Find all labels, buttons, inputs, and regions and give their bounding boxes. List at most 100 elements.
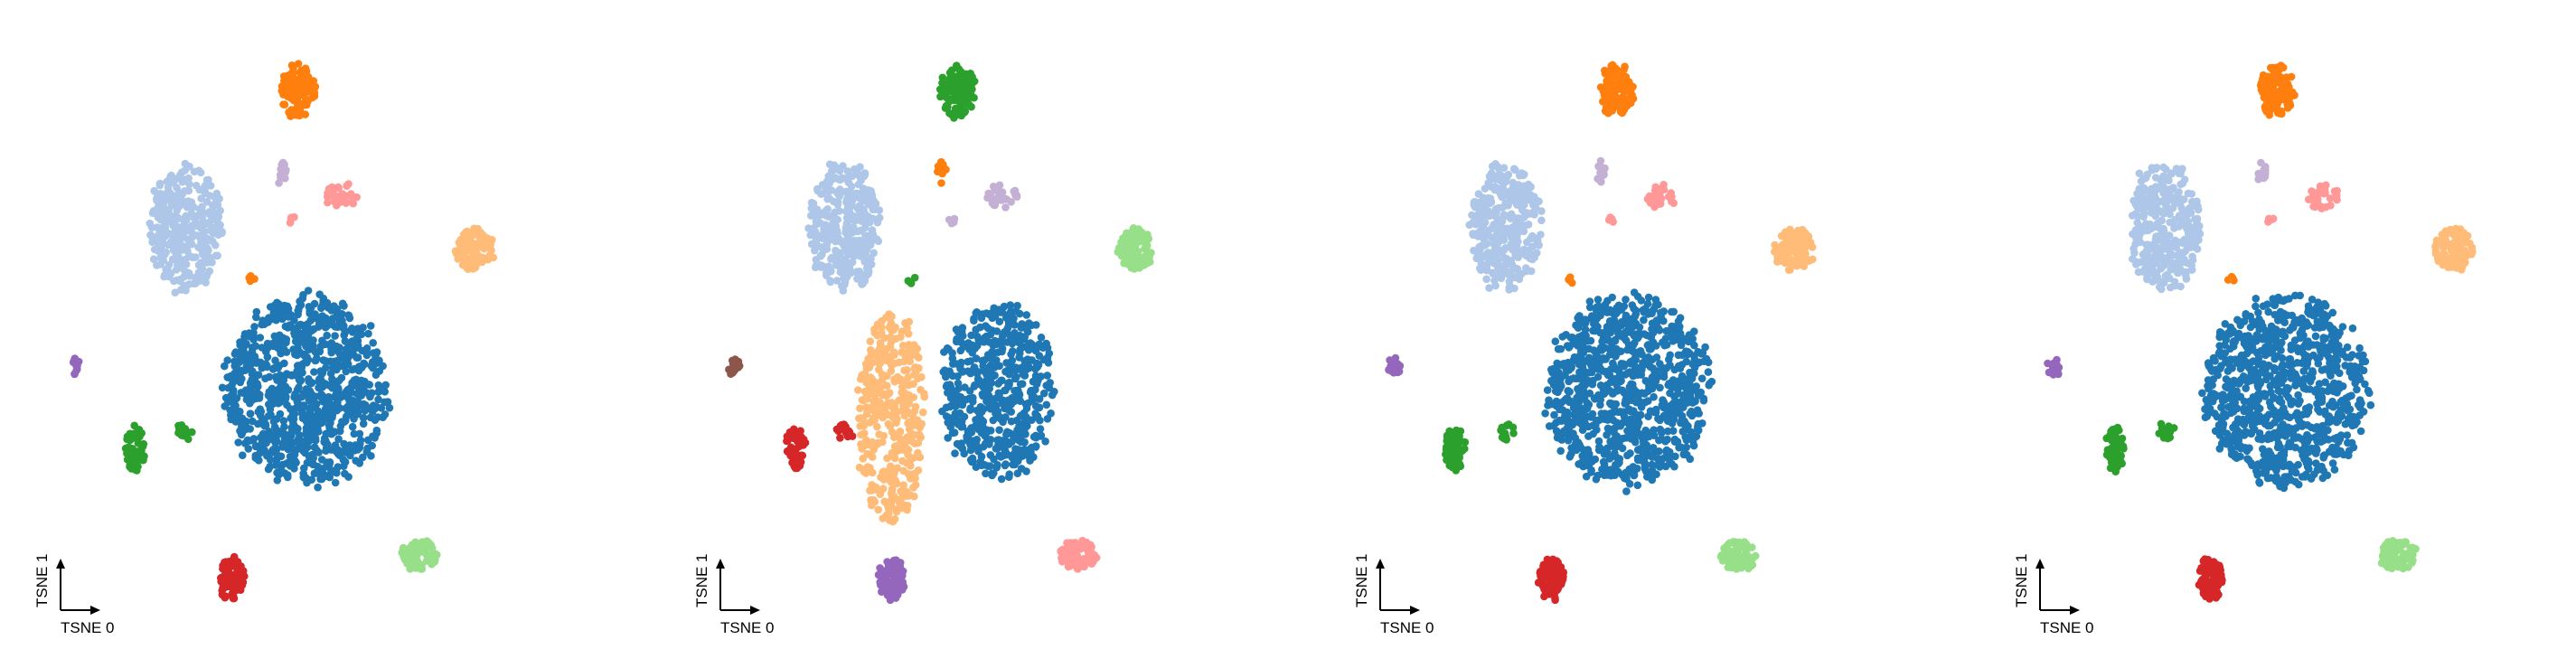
data-point-cluster-2 <box>878 376 887 384</box>
data-point-cluster-1 <box>337 373 346 382</box>
data-point-cluster-4 <box>463 259 471 267</box>
data-point-cluster-1 <box>221 393 230 402</box>
data-point-cluster-1 <box>1664 427 1672 436</box>
data-point-cluster-4 <box>967 80 976 88</box>
data-point-cluster-1 <box>1565 388 1574 396</box>
data-point-cluster-2 <box>914 448 922 457</box>
data-point-cluster-1 <box>1700 357 1708 366</box>
data-point-cluster-2 <box>883 410 892 419</box>
data-point-cluster-2 <box>1537 231 1545 239</box>
data-point-cluster-4 <box>966 90 975 99</box>
data-point-cluster-4 <box>1803 241 1812 249</box>
data-point-cluster-1 <box>280 429 288 438</box>
data-point-cluster-2 <box>874 505 882 514</box>
data-point-cluster-3 <box>1625 94 1633 102</box>
data-point-cluster-2 <box>886 333 895 342</box>
data-point-cluster-1 <box>1674 390 1682 398</box>
data-point-cluster-2 <box>203 259 212 267</box>
data-point-cluster-2 <box>180 175 188 183</box>
data-point-cluster-6 <box>232 560 241 569</box>
data-point-cluster-1 <box>230 357 239 366</box>
data-point-cluster-1 <box>945 345 953 353</box>
data-point-cluster-3 <box>824 262 832 271</box>
data-point-cluster-1 <box>979 362 987 371</box>
data-point-cluster-1 <box>945 381 954 389</box>
x-axis-label: TSNE 0 <box>720 619 775 636</box>
data-point-cluster-1 <box>339 322 347 330</box>
data-point-cluster-7 <box>880 586 889 594</box>
data-point-cluster-3 <box>869 214 878 223</box>
data-point-cluster-1 <box>1615 455 1624 463</box>
data-point-cluster-1 <box>994 379 1003 387</box>
data-point-cluster-1 <box>1554 430 1562 438</box>
data-point-cluster-1 <box>960 449 968 458</box>
data-point-cluster-1 <box>1625 465 1634 474</box>
data-point-cluster-1 <box>334 398 342 407</box>
data-point-cluster-3 <box>839 287 848 295</box>
data-point-cluster-2 <box>901 492 909 500</box>
data-point-cluster-2 <box>870 388 879 397</box>
data-point-cluster-1 <box>1631 332 1639 341</box>
data-point-cluster-1 <box>375 387 383 396</box>
data-point-cluster-1 <box>325 429 334 437</box>
data-point-cluster-5 <box>1138 255 1146 264</box>
data-point-cluster-1 <box>1622 296 1630 304</box>
data-point-cluster-1 <box>1684 348 1692 356</box>
data-point-cluster-7 <box>134 427 143 436</box>
data-point-cluster-2 <box>172 193 181 202</box>
data-point-cluster-1 <box>338 418 346 426</box>
data-point-cluster-1 <box>239 451 247 460</box>
data-point-cluster-2 <box>884 509 893 518</box>
data-point-cluster-1 <box>315 290 324 299</box>
data-point-cluster-1 <box>1568 333 1576 342</box>
data-point-cluster-14 <box>910 273 919 282</box>
data-point-cluster-1 <box>1667 333 1676 341</box>
data-point-cluster-1 <box>282 392 290 401</box>
data-point-cluster-4 <box>945 85 953 94</box>
data-point-cluster-1 <box>243 436 252 445</box>
data-point-cluster-7 <box>126 436 135 445</box>
data-point-cluster-3 <box>812 242 821 251</box>
data-point-cluster-1 <box>1686 373 1694 382</box>
data-point-cluster-2 <box>879 485 888 493</box>
data-point-cluster-1 <box>1569 429 1577 437</box>
data-point-cluster-1 <box>988 354 997 362</box>
data-point-cluster-1 <box>1596 381 1605 390</box>
data-point-cluster-2 <box>185 180 193 188</box>
data-point-cluster-1 <box>309 394 318 403</box>
data-point-cluster-1 <box>1648 453 1656 461</box>
data-point-cluster-3 <box>859 239 868 247</box>
data-point-cluster-1 <box>348 325 356 333</box>
data-point-cluster-1 <box>1628 301 1637 309</box>
data-point-cluster-3 <box>1610 89 1619 98</box>
data-point-cluster-1 <box>986 451 995 459</box>
data-point-cluster-1 <box>982 428 991 437</box>
data-point-cluster-1 <box>288 438 297 447</box>
data-point-cluster-1 <box>309 423 317 431</box>
data-point-cluster-3 <box>862 212 871 221</box>
data-point-cluster-2 <box>872 397 881 406</box>
data-point-cluster-10 <box>324 198 332 207</box>
data-point-cluster-1 <box>1020 333 1029 341</box>
data-point-cluster-1 <box>970 363 978 372</box>
data-point-cluster-1 <box>1686 409 1695 418</box>
data-point-cluster-4 <box>483 243 492 252</box>
data-point-cluster-2 <box>893 415 901 423</box>
data-point-cluster-1 <box>343 360 353 369</box>
data-point-cluster-2 <box>147 223 156 231</box>
data-point-cluster-2 <box>877 473 885 482</box>
data-point-cluster-1 <box>258 343 267 352</box>
data-point-cluster-5 <box>398 549 407 557</box>
data-point-cluster-5 <box>401 556 409 564</box>
data-point-cluster-2 <box>888 503 896 511</box>
data-point-cluster-1 <box>983 324 992 333</box>
data-point-cluster-1 <box>221 362 229 371</box>
data-point-cluster-2 <box>886 474 895 483</box>
data-point-cluster-3 <box>868 192 877 201</box>
data-point-cluster-2 <box>1482 263 1491 272</box>
data-point-cluster-2 <box>911 418 919 427</box>
data-point-cluster-2 <box>1509 165 1518 174</box>
data-point-cluster-2 <box>911 481 920 489</box>
data-point-cluster-3 <box>812 217 821 225</box>
data-point-cluster-7 <box>891 594 900 602</box>
